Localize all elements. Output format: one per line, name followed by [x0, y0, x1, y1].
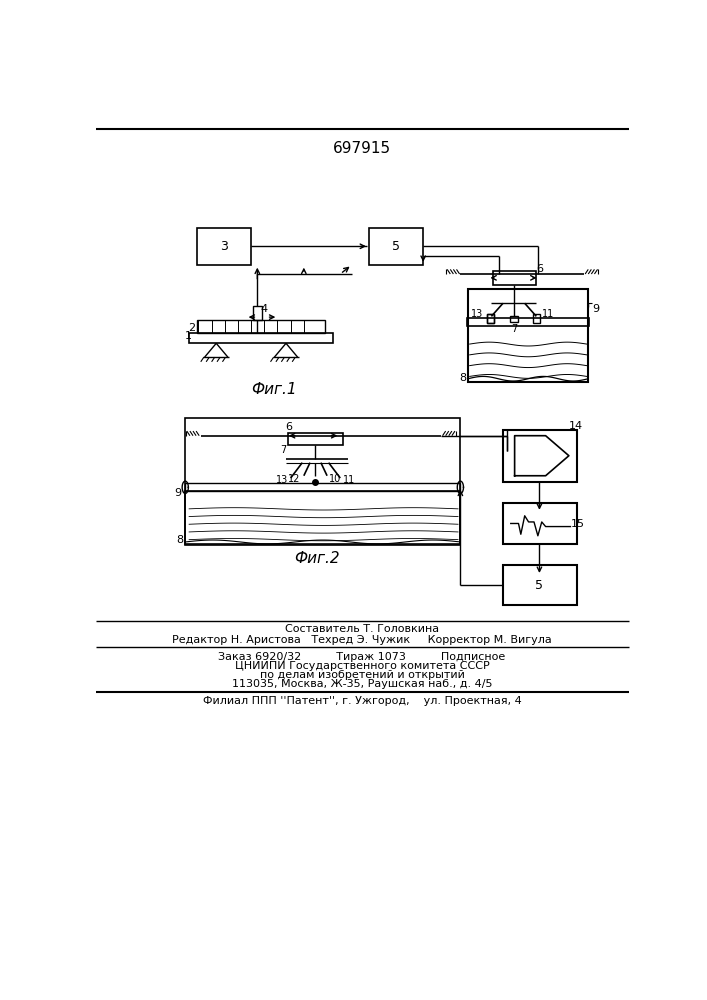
Bar [486, 314, 493, 323]
Text: 5: 5 [392, 240, 400, 253]
Text: Фиг.2: Фиг.2 [294, 551, 340, 566]
Text: 13: 13 [276, 475, 288, 485]
Text: 9: 9 [592, 304, 600, 314]
Bar [467, 318, 589, 326]
Bar [197, 228, 251, 265]
Text: 8: 8 [460, 373, 467, 383]
Bar [503, 430, 577, 482]
Bar [468, 289, 588, 382]
Text: 11: 11 [542, 309, 554, 319]
Text: 8: 8 [177, 535, 184, 545]
Text: 14: 14 [569, 421, 583, 431]
Bar [185, 483, 460, 491]
Bar [503, 565, 577, 605]
Text: 5: 5 [535, 579, 544, 592]
Text: Филиал ППП ''Патент'', г. Ужгород,    ул. Проектная, 4: Филиал ППП ''Патент'', г. Ужгород, ул. П… [203, 696, 521, 706]
Text: 1: 1 [185, 331, 192, 341]
Text: 6: 6 [537, 264, 543, 274]
Bar [252, 306, 262, 320]
Text: 11: 11 [343, 475, 355, 485]
Text: 3: 3 [220, 240, 228, 253]
Bar [510, 316, 518, 322]
Bar [185, 491, 460, 544]
Bar [369, 228, 423, 265]
Text: 9: 9 [174, 488, 182, 498]
Text: 7: 7 [281, 445, 287, 455]
Text: 2: 2 [188, 323, 195, 333]
Text: Заказ 6920/32          Тираж 1073          Подписное: Заказ 6920/32 Тираж 1073 Подписное [218, 652, 506, 662]
Text: 7: 7 [510, 324, 517, 334]
Bar [185, 418, 460, 545]
Text: 113035, Москва, Ж-35, Раушская наб., д. 4/5: 113035, Москва, Ж-35, Раушская наб., д. … [232, 679, 492, 689]
Bar [503, 503, 577, 544]
Text: 4: 4 [260, 304, 267, 314]
Bar [533, 314, 540, 323]
Bar [189, 333, 332, 343]
Bar [197, 320, 325, 333]
Text: 12: 12 [288, 474, 300, 484]
Text: 6: 6 [285, 422, 292, 432]
Bar [493, 271, 535, 285]
Text: 13: 13 [472, 309, 484, 319]
Text: Редактор Н. Аристова   Техред Э. Чужик     Корректор М. Вигула: Редактор Н. Аристова Техред Э. Чужик Кор… [172, 635, 552, 645]
Text: Фиг.1: Фиг.1 [252, 382, 297, 397]
Text: 15: 15 [571, 519, 585, 529]
Text: по делам изобретений и открытий: по делам изобретений и открытий [259, 670, 464, 680]
Text: Составитель Т. Головкина: Составитель Т. Головкина [285, 624, 439, 634]
Text: 697915: 697915 [333, 141, 391, 156]
Text: ЦНИИПИ Государственного комитета СССР: ЦНИИПИ Государственного комитета СССР [235, 661, 489, 671]
Text: 10: 10 [329, 474, 341, 484]
Bar [288, 433, 343, 445]
